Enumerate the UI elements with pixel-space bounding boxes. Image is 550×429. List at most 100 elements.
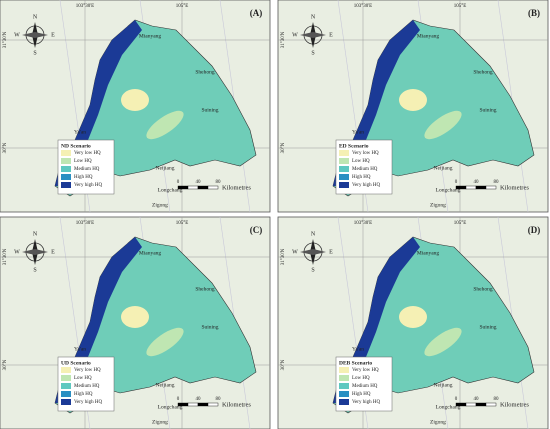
compass-letter: W bbox=[14, 32, 20, 38]
legend-title: ED Scenario bbox=[339, 143, 369, 149]
scale-tick: 40 bbox=[474, 397, 480, 402]
scale-segment bbox=[197, 185, 209, 190]
legend-swatch bbox=[61, 182, 71, 188]
scale-segment bbox=[465, 402, 477, 407]
legend-swatch bbox=[61, 367, 71, 373]
legend-label: High HQ bbox=[74, 175, 93, 180]
scale-segment bbox=[465, 185, 477, 190]
compass-letter: E bbox=[329, 32, 333, 38]
compass-letter: N bbox=[311, 231, 316, 237]
scale-segment bbox=[177, 185, 189, 190]
place-name: Suining bbox=[479, 107, 496, 113]
legend-label: Medium HQ bbox=[352, 167, 378, 172]
scale-unit: Kilometres bbox=[222, 184, 251, 191]
legend-swatch bbox=[339, 182, 349, 188]
compass-letter: E bbox=[51, 249, 55, 255]
coordinate-label: 30°N bbox=[3, 142, 8, 153]
place-name: Shehong bbox=[195, 286, 215, 292]
place-name: Longchang bbox=[158, 404, 183, 410]
place-name: Longchang bbox=[436, 404, 461, 410]
panel-label: (D) bbox=[528, 225, 541, 235]
compass-letter: N bbox=[33, 231, 38, 237]
place-name: Suining bbox=[479, 324, 496, 330]
scale-segment bbox=[187, 185, 199, 190]
legend-swatch bbox=[339, 391, 349, 397]
low-hq-zone bbox=[424, 327, 462, 357]
legend-swatch bbox=[61, 391, 71, 397]
legend-swatch bbox=[339, 174, 349, 180]
legend-title: DEB Scenario bbox=[339, 360, 372, 366]
place-name: Suining bbox=[201, 107, 218, 113]
scale-segment bbox=[475, 185, 487, 190]
legend-label: High HQ bbox=[352, 175, 371, 180]
coordinate-label: 31°30'N bbox=[281, 31, 286, 48]
coordinate-label: 31°30'N bbox=[3, 31, 8, 48]
legend-label: Medium HQ bbox=[74, 167, 100, 172]
scale-unit: Kilometres bbox=[500, 401, 529, 408]
scale-segment bbox=[455, 185, 467, 190]
scale-tick: 0 bbox=[177, 180, 180, 185]
scale-tick: 0 bbox=[455, 397, 458, 402]
place-name: Neijiang bbox=[156, 165, 175, 171]
low-hq-zone bbox=[146, 327, 184, 357]
compass-letter: N bbox=[311, 14, 316, 20]
map-panel: 103°30'E 105°E 31°30'N 30°N Mianyang Shehong S… bbox=[0, 216, 271, 429]
legend-label: Medium HQ bbox=[74, 384, 100, 389]
legend-label: Very low HQ bbox=[352, 368, 379, 373]
legend-swatch bbox=[339, 158, 349, 164]
map-panel: 103°30'E 105°E 31°30'N 30°N Mianyang Shehong S… bbox=[277, 0, 549, 213]
legend-label: Low HQ bbox=[74, 159, 92, 164]
legend-label: Very high HQ bbox=[74, 183, 102, 188]
place-name: Shehong bbox=[195, 69, 215, 75]
legend-swatch bbox=[61, 383, 71, 389]
legend-swatch bbox=[61, 174, 71, 180]
scale-tick: 40 bbox=[474, 180, 480, 185]
compass-letter: S bbox=[311, 267, 314, 273]
compass-letter: W bbox=[14, 249, 20, 255]
map-panel: 103°30'E 105°E 31°30'N 30°N Mianyang Shehong S… bbox=[0, 0, 271, 213]
coordinate-label: 31°30'N bbox=[281, 248, 286, 265]
compass-star bbox=[300, 32, 326, 38]
legend-swatch bbox=[339, 375, 349, 381]
legend-swatch bbox=[61, 150, 71, 156]
legend-swatch bbox=[339, 367, 349, 373]
scale-tick: 80 bbox=[494, 397, 500, 402]
legend-label: Low HQ bbox=[74, 376, 92, 381]
place-name: Mianyang bbox=[417, 250, 440, 256]
low-hq-zone bbox=[146, 110, 184, 140]
place-name: Mianyang bbox=[139, 33, 162, 39]
place-name: Zigong bbox=[430, 202, 446, 208]
scale-tick: 80 bbox=[494, 180, 500, 185]
coordinate-label: 105°E bbox=[454, 4, 467, 9]
compass-letter: W bbox=[292, 32, 298, 38]
urban-core bbox=[399, 89, 427, 111]
legend-swatch bbox=[61, 375, 71, 381]
place-name: Mianyang bbox=[139, 250, 162, 256]
place-name: Zigong bbox=[152, 419, 168, 425]
coordinate-label: 105°E bbox=[176, 221, 189, 226]
legend-label: High HQ bbox=[74, 392, 93, 397]
compass-letter: S bbox=[33, 267, 36, 273]
scale-unit: Kilometres bbox=[500, 184, 529, 191]
urban-core bbox=[121, 89, 149, 111]
legend-label: Very high HQ bbox=[74, 400, 102, 405]
scale-tick: 40 bbox=[196, 180, 202, 185]
map-panel: 103°30'E 105°E 31°30'N 30°N Mianyang Shehong S… bbox=[277, 216, 549, 429]
scale-unit: Kilometres bbox=[222, 401, 251, 408]
place-name: Neijiang bbox=[156, 382, 175, 388]
scale-segment bbox=[485, 185, 497, 190]
place-name: Suining bbox=[201, 324, 218, 330]
coordinate-label: 103°30'E bbox=[76, 221, 94, 226]
place-name: Zigong bbox=[430, 419, 446, 425]
legend-label: Medium HQ bbox=[352, 384, 378, 389]
legend-swatch bbox=[61, 399, 71, 405]
scale-tick: 0 bbox=[455, 180, 458, 185]
coordinate-label: 30°N bbox=[281, 142, 286, 153]
legend-swatch bbox=[339, 166, 349, 172]
legend-label: Very high HQ bbox=[352, 183, 380, 188]
legend-label: Low HQ bbox=[352, 159, 370, 164]
low-hq-zone bbox=[424, 110, 462, 140]
scale-segment bbox=[455, 402, 467, 407]
coordinate-label: 103°30'E bbox=[354, 4, 372, 9]
